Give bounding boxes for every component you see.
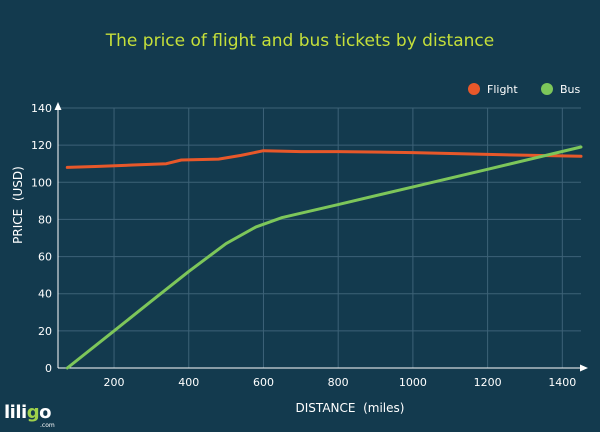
series [65, 145, 583, 370]
grid [58, 107, 581, 368]
brand-logo-sub: .com [40, 422, 55, 429]
x-tick-label: 200 [104, 376, 125, 389]
brand-logo-letter: l [15, 402, 22, 423]
x-tick-label: 400 [178, 376, 199, 389]
x-tick-label: 1000 [399, 376, 427, 389]
chart-title: The price of flight and bus tickets by d… [105, 31, 494, 51]
legend-label-flight: Flight [487, 83, 518, 96]
y-tick-label: 80 [38, 213, 52, 226]
x-tick-label: 1400 [548, 376, 576, 389]
y-axis-label: PRICE (USD) [11, 166, 25, 244]
y-tick-label: 0 [45, 362, 52, 375]
legend-label-bus: Bus [560, 83, 581, 96]
y-tick-label: 20 [38, 325, 52, 338]
legend: Flight Bus [468, 83, 581, 96]
x-tick-label: 800 [328, 376, 349, 389]
brand-logo-letter: i [9, 402, 16, 423]
brand-logo: liligo .com [4, 402, 55, 429]
brand-logo-text: liligo [4, 402, 51, 423]
y-tick-label: 40 [38, 288, 52, 301]
axes [54, 102, 588, 372]
tick-labels: 200 400 600 800 1000 1200 1400 0 20 40 60 80 100 120 1… [31, 102, 576, 389]
series-line-bus [65, 145, 583, 370]
brand-logo-letter: i [21, 402, 27, 423]
x-axis-label: DISTANCE (miles) [296, 401, 405, 415]
brand-logo-letter: g [26, 402, 40, 423]
brand-logo-letter: o [39, 402, 51, 423]
x-axis-arrow-icon [580, 364, 588, 372]
y-axis-arrow-icon [54, 102, 62, 110]
y-tick-label: 60 [38, 251, 52, 264]
x-tick-label: 1200 [474, 376, 502, 389]
series-line-flight [65, 149, 583, 169]
legend-swatch-flight [468, 83, 480, 95]
y-tick-label: 140 [31, 102, 52, 115]
y-tick-label: 120 [31, 139, 52, 152]
y-tick-label: 100 [31, 176, 52, 189]
legend-swatch-bus [541, 83, 553, 95]
brand-logo-letter: l [4, 402, 10, 423]
x-tick-label: 600 [253, 376, 274, 389]
